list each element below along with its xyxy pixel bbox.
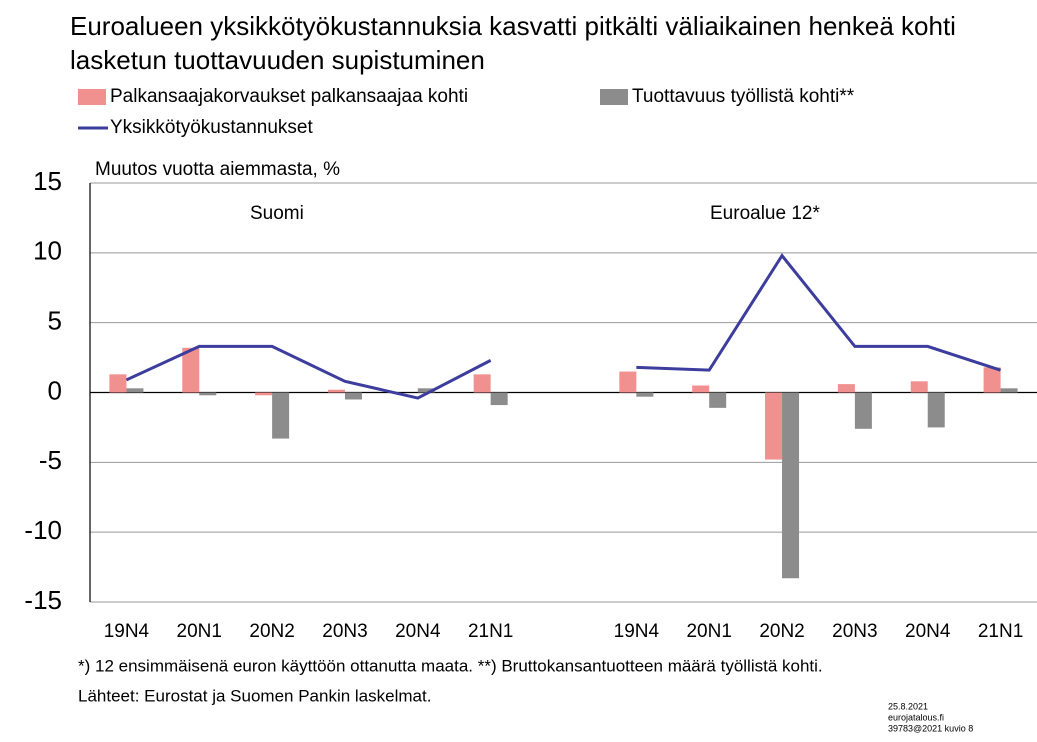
- footnote: *) 12 ensimmäisenä euron käyttöön ottanu…: [78, 656, 823, 675]
- bar: [854, 392, 872, 429]
- x-tick-label: 20N4: [905, 621, 951, 642]
- legend-swatch: [78, 89, 106, 105]
- bar: [272, 392, 290, 439]
- bar: [709, 392, 727, 408]
- bar: [327, 389, 345, 393]
- bar: [344, 392, 362, 400]
- y-tick-label: 15: [33, 166, 62, 196]
- x-tick-label: 19N4: [614, 621, 660, 642]
- x-tick-label: 21N1: [978, 621, 1023, 642]
- y-tick-label: -15: [24, 585, 62, 615]
- bar: [199, 392, 217, 396]
- bar: [1000, 388, 1018, 393]
- x-tick-label: 20N1: [686, 621, 731, 642]
- x-tick-label: 20N3: [832, 621, 877, 642]
- legend-label: Tuottavuus työllistä kohti**: [632, 86, 855, 107]
- line: [125, 253, 1002, 400]
- bar: [417, 388, 435, 393]
- bar: [473, 374, 491, 393]
- chart-title-2: lasketun tuottavuuden supistuminen: [70, 45, 485, 75]
- bar: [765, 392, 783, 460]
- legend-label: Yksikkötyökustannukset: [110, 117, 313, 138]
- y-tick-label: -5: [39, 445, 62, 475]
- y-tick-label: 10: [33, 236, 62, 266]
- bar: [490, 392, 508, 406]
- y-tick-label: 0: [48, 375, 62, 405]
- bar: [619, 371, 637, 393]
- x-tick-label: 20N4: [395, 621, 441, 642]
- chart-title-1: Euroalueen yksikkötyökustannuksia kasvat…: [70, 11, 956, 41]
- bar: [182, 347, 200, 393]
- x-tick-label: 20N2: [249, 621, 294, 642]
- bar: [927, 392, 945, 428]
- legend-swatch: [600, 89, 628, 105]
- y-tick-label: -10: [24, 515, 62, 545]
- bar: [126, 388, 144, 393]
- stamp: 39783@2021 kuvio 8: [888, 723, 973, 733]
- bar: [837, 384, 855, 393]
- y-tick-label: 5: [48, 306, 62, 336]
- stamp: eurojatalous.fi: [888, 712, 944, 722]
- panel-label: Euroalue 12*: [710, 203, 820, 224]
- footnote: Lähteet: Eurostat ja Suomen Pankin laske…: [78, 686, 431, 705]
- bar: [636, 392, 654, 397]
- legend-label: Palkansaajakorvaukset palkansaajaa kohti: [110, 86, 468, 107]
- bar: [255, 392, 273, 396]
- x-tick-label: 20N1: [177, 621, 222, 642]
- panel-label: Suomi: [250, 203, 304, 224]
- bar: [109, 374, 127, 393]
- x-tick-label: 19N4: [104, 621, 150, 642]
- bar: [983, 367, 1001, 393]
- x-tick-label: 20N2: [759, 621, 804, 642]
- stamp: 25.8.2021: [888, 701, 928, 711]
- x-tick-label: 21N1: [468, 621, 513, 642]
- bar: [782, 392, 800, 579]
- y-axis-label: Muutos vuotta aiemmasta, %: [95, 159, 340, 180]
- bar: [692, 385, 710, 393]
- x-tick-label: 20N3: [322, 621, 367, 642]
- bar: [910, 381, 928, 393]
